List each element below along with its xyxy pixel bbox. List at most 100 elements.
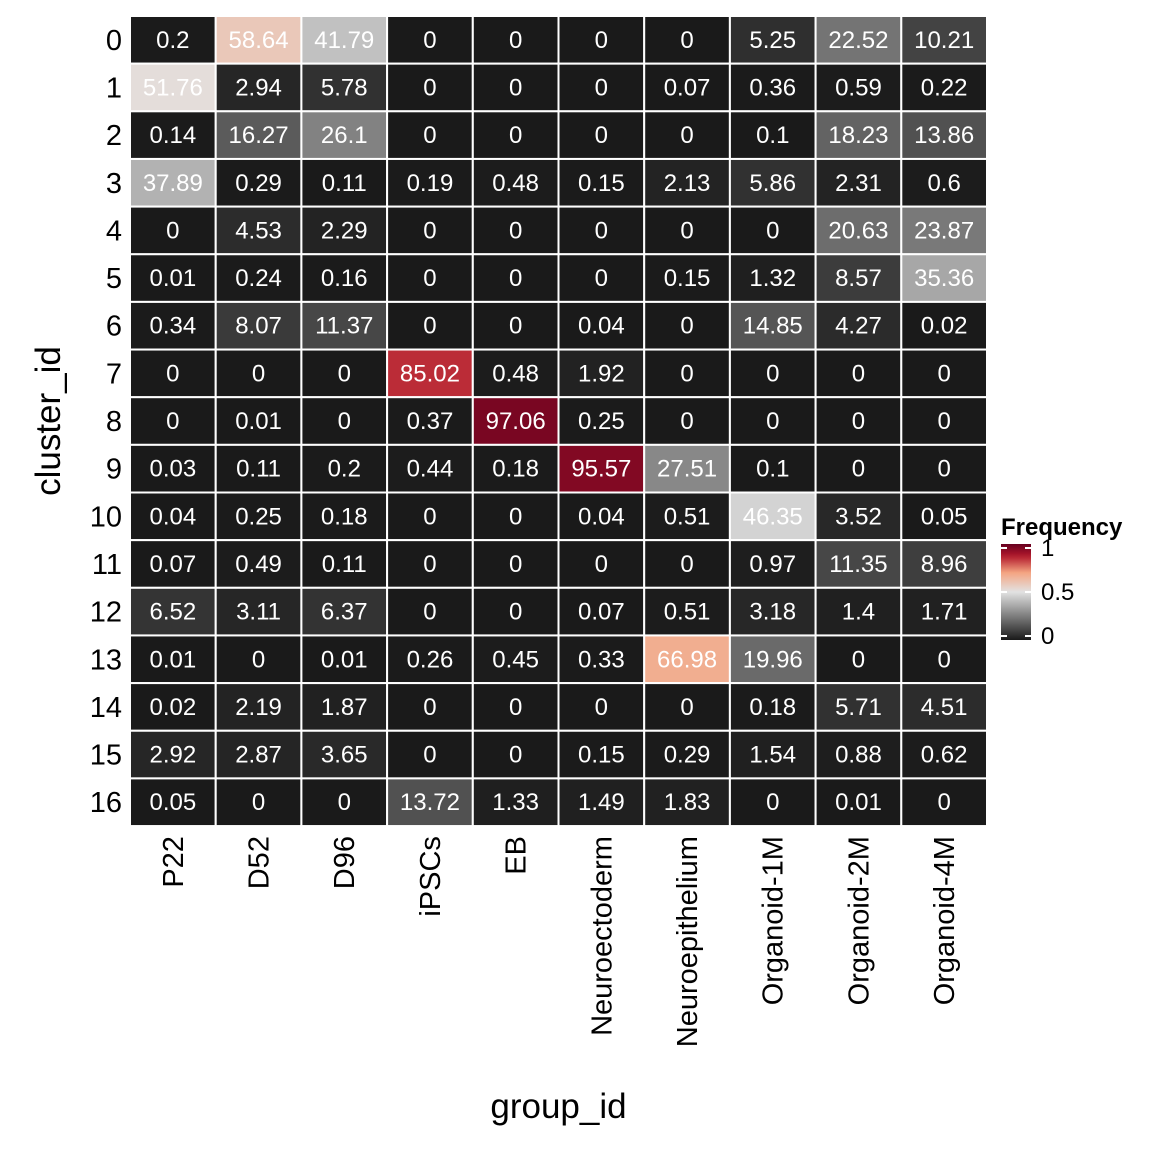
heatmap-cell — [300, 682, 389, 732]
heatmap-cell — [814, 300, 903, 351]
cell-value-label: 85.02 — [400, 360, 460, 387]
cell-value-label: 0.25 — [235, 503, 282, 530]
cell-value-label: 0 — [509, 265, 522, 292]
cell-value-label: 0.15 — [578, 170, 625, 197]
heatmap-cell — [728, 15, 817, 65]
cell-value-label: 0.44 — [407, 456, 454, 483]
cell-value-label: 1.71 — [921, 599, 968, 626]
heatmap-cell — [129, 157, 217, 208]
heatmap-cell — [557, 205, 646, 256]
heatmap-cell — [900, 396, 988, 446]
heatmap-cell — [643, 348, 731, 399]
cell-value-label: 14.85 — [743, 313, 803, 340]
cell-value-label: 0 — [680, 694, 693, 721]
cell-value-label: 0 — [509, 313, 522, 340]
heatmap-cell — [557, 777, 646, 828]
cell-value-label: 0.11 — [236, 456, 281, 483]
heatmap-cell — [557, 157, 646, 208]
cell-value-label: 1.87 — [321, 694, 368, 721]
heatmap-cell — [557, 300, 646, 351]
cell-value-label: 0 — [680, 408, 693, 435]
cell-value-label: 0 — [680, 313, 693, 340]
cell-value-label: 0.11 — [322, 551, 367, 578]
heatmap-cell — [471, 491, 560, 542]
cell-value-label: 0 — [338, 408, 351, 435]
cell-value-label: 0 — [680, 551, 693, 578]
heatmap-cell — [386, 491, 474, 542]
heatmap-cell — [129, 729, 217, 780]
cell-value-label: 0.48 — [492, 360, 539, 387]
cell-value-label: 0.62 — [921, 742, 968, 769]
y-tick-label: 11 — [92, 549, 122, 581]
cell-value-label: 41.79 — [314, 27, 374, 54]
cell-value-label: 6.52 — [149, 599, 196, 626]
cell-value-label: 2.94 — [235, 74, 282, 101]
cell-value-label: 1.32 — [749, 265, 796, 292]
heatmap-cell — [129, 300, 217, 351]
cell-value-label: 0.01 — [235, 408, 282, 435]
y-tick-label: 16 — [90, 787, 122, 819]
cell-value-label: 0.01 — [321, 646, 368, 673]
cell-value-label: 10.21 — [914, 27, 974, 54]
cell-value-label: 0 — [166, 408, 179, 435]
cell-value-label: 0.45 — [492, 646, 539, 673]
heatmap-cell — [300, 110, 389, 160]
heatmap-cell — [900, 443, 988, 494]
cell-value-label: 0.34 — [149, 313, 196, 340]
heatmap-cell — [643, 586, 731, 637]
cell-value-label: 0.05 — [149, 789, 196, 816]
heatmap-cell — [900, 729, 988, 780]
cell-value-label: 0.97 — [749, 551, 796, 578]
cell-value-label: 0 — [423, 694, 436, 721]
y-tick-label: 3 — [106, 168, 122, 200]
cell-value-label: 1.4 — [842, 599, 875, 626]
cell-value-label: 0.51 — [664, 599, 711, 626]
heatmap-cell — [728, 205, 817, 256]
cell-value-label: 16.27 — [229, 122, 289, 149]
cell-value-label: 0.16 — [321, 265, 368, 292]
cell-value-label: 0.37 — [407, 408, 454, 435]
cell-value-label: 13.72 — [400, 789, 460, 816]
cell-value-label: 18.23 — [828, 122, 888, 149]
cell-value-label: 0.36 — [749, 74, 796, 101]
heatmap-cell — [643, 443, 731, 494]
cell-value-label: 0.15 — [578, 742, 625, 769]
cell-value-label: 8.07 — [235, 313, 282, 340]
x-tick-label: D96 — [329, 836, 361, 889]
cell-value-label: 0 — [595, 74, 608, 101]
cell-value-label: 8.96 — [921, 551, 968, 578]
heatmap-cell — [900, 682, 988, 732]
cell-value-label: 0 — [423, 551, 436, 578]
cell-value-label: 0 — [509, 74, 522, 101]
cell-value-label: 0.24 — [235, 265, 282, 292]
cell-value-label: 0.05 — [921, 503, 968, 530]
cell-value-label: 0.11 — [322, 170, 367, 197]
x-tick-label: Neuroectoderm — [586, 836, 618, 1036]
heatmap-cell — [728, 682, 817, 732]
cell-value-label: 0 — [937, 646, 950, 673]
heatmap-cell — [129, 396, 217, 446]
cell-value-label: 0.2 — [156, 27, 189, 54]
cell-value-label: 0 — [509, 742, 522, 769]
cell-value-label: 0.49 — [235, 551, 282, 578]
heatmap-cell — [900, 15, 988, 65]
y-tick-label: 1 — [106, 72, 122, 104]
cell-value-label: 0.18 — [749, 694, 796, 721]
cell-value-label: 0 — [595, 27, 608, 54]
cell-value-label: 0.03 — [149, 456, 196, 483]
heatmap-cell — [129, 15, 217, 65]
cell-value-label: 0.01 — [835, 789, 882, 816]
cell-value-label: 8.57 — [835, 265, 882, 292]
cell-value-label: 0.29 — [235, 170, 282, 197]
heatmap-cell — [557, 62, 646, 113]
heatmap-cell — [728, 348, 817, 399]
y-tick-label: 13 — [90, 644, 122, 676]
x-axis-title: group_id — [490, 1087, 626, 1126]
heatmap-cell — [900, 777, 988, 828]
y-axis-title: cluster_id — [29, 346, 68, 496]
x-tick-label: Organoid-2M — [843, 836, 875, 1005]
cell-value-label: 0 — [680, 27, 693, 54]
heatmap-cell — [214, 777, 303, 828]
cell-value-label: 1.83 — [664, 789, 711, 816]
heatmap-cell — [386, 62, 474, 113]
